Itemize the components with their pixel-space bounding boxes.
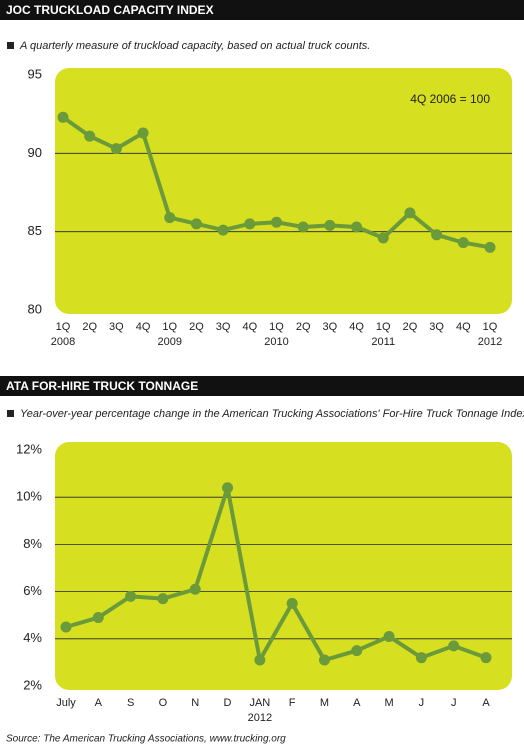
- bullet: [7, 42, 14, 49]
- x-tick-label: M: [384, 697, 393, 709]
- x-tick-label: M: [320, 697, 329, 709]
- source: Source: The American Trucking Associatio…: [6, 734, 286, 745]
- x-tick-label: JAN: [249, 697, 270, 709]
- header-bar: [0, 0, 524, 20]
- x-tick-label: 1Q: [162, 321, 177, 333]
- x-tick-label: 3Q: [323, 321, 338, 333]
- x-tick-label: 1Q: [376, 321, 391, 333]
- chart-subtitle: A quarterly measure of truckload capacit…: [19, 40, 370, 52]
- point: [190, 218, 202, 230]
- x-tick-label: 3Q: [216, 321, 231, 333]
- point: [484, 241, 496, 253]
- x-year-label: 2008: [51, 336, 75, 348]
- x-tick-label: 4Q: [349, 321, 364, 333]
- x-year-label: 2010: [264, 336, 288, 348]
- point: [217, 224, 229, 236]
- point: [164, 212, 176, 224]
- point: [448, 640, 460, 652]
- chart-subtitle: Year-over-year percentage change in the …: [20, 408, 524, 420]
- x-year-label: 2012: [478, 336, 502, 348]
- x-tick-label: 4Q: [456, 321, 471, 333]
- x-tick-label: 4Q: [242, 321, 257, 333]
- point: [480, 652, 492, 664]
- point: [57, 111, 69, 123]
- point: [60, 621, 72, 633]
- x-tick-label: 2Q: [189, 321, 204, 333]
- y-tick-label: 10%: [16, 489, 42, 504]
- x-tick-label: N: [191, 697, 199, 709]
- x-tick-label: D: [224, 697, 232, 709]
- y-tick-label: 4%: [23, 630, 42, 645]
- point: [324, 219, 336, 231]
- point: [377, 232, 389, 244]
- point: [351, 645, 363, 657]
- x-year-label: 2012: [248, 712, 272, 724]
- point: [404, 207, 416, 219]
- chart-title: JOC TRUCKLOAD CAPACITY INDEX: [6, 3, 214, 17]
- chart-title: ATA FOR-HIRE TRUCK TONNAGE: [6, 379, 198, 393]
- point: [254, 654, 266, 666]
- x-tick-label: F: [289, 697, 296, 709]
- header-bar: [0, 376, 524, 396]
- point: [222, 482, 234, 494]
- x-tick-label: J: [419, 697, 425, 709]
- point: [157, 593, 169, 605]
- plot-area: [55, 68, 512, 314]
- x-tick-label: 2Q: [82, 321, 97, 333]
- point: [125, 590, 137, 602]
- x-tick-label: A: [482, 697, 490, 709]
- x-year-label: 2011: [371, 336, 395, 348]
- y-tick-label: 12%: [16, 441, 42, 456]
- annotation: 4Q 2006 = 100: [410, 92, 490, 106]
- x-tick-label: 1Q: [56, 321, 71, 333]
- x-tick-label: 1Q: [483, 321, 498, 333]
- x-tick-label: A: [95, 697, 103, 709]
- point: [110, 143, 122, 155]
- y-tick-label: 90: [28, 145, 42, 160]
- x-tick-label: 2Q: [296, 321, 311, 333]
- point: [297, 221, 309, 233]
- plot-area: [55, 442, 512, 690]
- x-tick-label: 4Q: [136, 321, 151, 333]
- y-tick-label: 95: [28, 66, 42, 81]
- point: [286, 597, 298, 609]
- bullet: [7, 410, 14, 417]
- point: [351, 221, 363, 233]
- x-tick-label: 2Q: [403, 321, 418, 333]
- point: [415, 652, 427, 664]
- x-year-label: 2009: [158, 336, 182, 348]
- point: [189, 583, 201, 595]
- y-tick-label: 85: [28, 223, 42, 238]
- point: [84, 130, 96, 142]
- y-tick-label: 80: [28, 301, 42, 316]
- y-tick-label: 2%: [23, 677, 42, 692]
- x-tick-label: 3Q: [109, 321, 124, 333]
- x-tick-label: O: [159, 697, 168, 709]
- x-tick-label: A: [353, 697, 361, 709]
- point: [431, 229, 443, 241]
- point: [383, 630, 395, 642]
- x-tick-label: July: [56, 697, 76, 709]
- x-tick-label: 1Q: [269, 321, 284, 333]
- point: [271, 216, 282, 228]
- point: [137, 127, 149, 139]
- point: [457, 237, 469, 249]
- x-tick-label: S: [127, 697, 134, 709]
- y-tick-label: 6%: [23, 583, 42, 598]
- point: [244, 218, 256, 230]
- point: [92, 612, 104, 624]
- y-tick-label: 8%: [23, 536, 42, 551]
- x-tick-label: 3Q: [429, 321, 444, 333]
- x-tick-label: J: [451, 697, 457, 709]
- point: [318, 654, 330, 666]
